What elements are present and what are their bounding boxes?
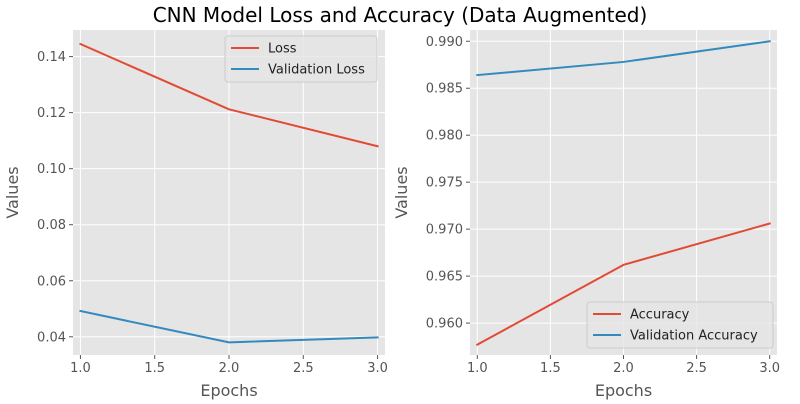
y-tick-label: 0.06 (37, 274, 66, 289)
series-line-loss (79, 42, 379, 148)
y-axis-label: Values (3, 166, 22, 218)
y-tick-label: 0.990 (426, 35, 463, 50)
y-tick-label: 0.975 (426, 176, 463, 191)
y-tick-label: 0.960 (426, 317, 463, 332)
y-tick-label: 0.970 (426, 223, 463, 238)
series-line-validation-accuracy (476, 40, 771, 77)
x-tick-label: 1.5 (540, 361, 561, 376)
x-tick-label: 3.0 (367, 361, 388, 376)
legend-label: Validation Loss (268, 63, 365, 78)
loss-chart: 1.0 1.5 2.0 2.5 3.0 0.04 0.06 0.08 0.10 0.12 0.14 E… (3, 30, 388, 400)
x-tick-label: 2.0 (219, 361, 240, 376)
y-tick-label: 0.12 (37, 106, 66, 121)
y-tick-label: 0.14 (37, 50, 66, 65)
y-axis-label: Values (392, 166, 411, 218)
x-tick-label: 1.0 (467, 361, 488, 376)
x-tick-label: 2.0 (613, 361, 634, 376)
series-line-accuracy (475, 222, 771, 347)
x-tick-label: 3.0 (759, 361, 780, 376)
y-tick-label: 0.985 (426, 82, 463, 97)
x-tick-label: 1.0 (70, 361, 91, 376)
legend: Loss Validation Loss (224, 35, 378, 83)
y-tick-label: 0.10 (37, 162, 66, 177)
legend-box (224, 35, 378, 83)
y-tick-label: 0.08 (37, 218, 66, 233)
x-tick-label: 2.5 (293, 361, 314, 376)
y-tick-label: 0.04 (37, 330, 66, 345)
y-tick-label: 0.965 (426, 270, 463, 285)
accuracy-chart: 1.0 1.5 2.0 2.5 3.0 0.960 0.965 0.970 0.975 0.980… (392, 30, 780, 400)
legend-label: Accuracy (630, 308, 690, 323)
legend-label: Validation Accuracy (630, 329, 758, 344)
figure-title: CNN Model Loss and Accuracy (Data Augmen… (153, 3, 648, 27)
series-line-validation-loss (79, 309, 379, 344)
x-axis-label: Epochs (595, 381, 652, 400)
x-axis-label: Epochs (200, 381, 257, 400)
legend-box (586, 301, 774, 349)
x-tick-label: 1.5 (144, 361, 165, 376)
x-tick-label: 2.5 (686, 361, 707, 376)
y-tick-label: 0.980 (426, 129, 463, 144)
legend-label: Loss (268, 42, 297, 57)
legend: Accuracy Validation Accuracy (586, 301, 774, 349)
